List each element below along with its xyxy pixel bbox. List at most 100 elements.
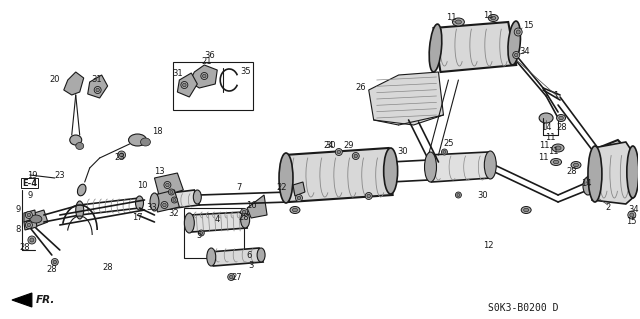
Ellipse shape bbox=[129, 134, 147, 146]
Polygon shape bbox=[284, 148, 392, 202]
Text: S0K3-B0200 D: S0K3-B0200 D bbox=[488, 303, 559, 313]
Ellipse shape bbox=[207, 248, 216, 266]
Polygon shape bbox=[592, 142, 635, 204]
Ellipse shape bbox=[555, 146, 561, 150]
Circle shape bbox=[513, 51, 520, 58]
Ellipse shape bbox=[30, 215, 42, 223]
Ellipse shape bbox=[557, 115, 566, 122]
Circle shape bbox=[26, 211, 33, 219]
Text: 28: 28 bbox=[102, 263, 113, 272]
Text: 29: 29 bbox=[344, 140, 354, 150]
Circle shape bbox=[94, 86, 101, 93]
Text: 11: 11 bbox=[538, 153, 548, 162]
Ellipse shape bbox=[184, 213, 195, 233]
Circle shape bbox=[170, 190, 173, 194]
Text: 34: 34 bbox=[628, 205, 639, 214]
Circle shape bbox=[354, 154, 358, 158]
Text: 30: 30 bbox=[397, 147, 408, 157]
Circle shape bbox=[456, 192, 461, 198]
Text: 15: 15 bbox=[627, 218, 637, 226]
Ellipse shape bbox=[571, 161, 581, 168]
Text: 5: 5 bbox=[196, 231, 202, 240]
Text: 31: 31 bbox=[172, 69, 182, 78]
Circle shape bbox=[630, 213, 634, 217]
Text: 28: 28 bbox=[239, 213, 250, 222]
Ellipse shape bbox=[452, 18, 465, 26]
Polygon shape bbox=[64, 72, 84, 95]
Polygon shape bbox=[154, 190, 199, 210]
Circle shape bbox=[296, 195, 303, 202]
Ellipse shape bbox=[589, 176, 595, 180]
Text: 36: 36 bbox=[204, 50, 214, 60]
Ellipse shape bbox=[429, 24, 442, 72]
Polygon shape bbox=[247, 195, 267, 218]
Circle shape bbox=[201, 72, 208, 79]
Polygon shape bbox=[28, 210, 48, 228]
Polygon shape bbox=[189, 65, 217, 88]
Text: FR.: FR. bbox=[36, 295, 55, 305]
Circle shape bbox=[161, 202, 168, 209]
Text: 30: 30 bbox=[326, 140, 336, 150]
Ellipse shape bbox=[241, 212, 250, 228]
Circle shape bbox=[241, 209, 248, 216]
Text: 17: 17 bbox=[132, 213, 143, 222]
Circle shape bbox=[365, 192, 372, 199]
Text: 19: 19 bbox=[27, 170, 37, 180]
Text: 28: 28 bbox=[20, 243, 30, 253]
Text: 9: 9 bbox=[28, 190, 33, 199]
Ellipse shape bbox=[456, 20, 461, 24]
Text: 11: 11 bbox=[545, 133, 556, 143]
Circle shape bbox=[28, 236, 36, 244]
Text: 14: 14 bbox=[541, 123, 551, 132]
Polygon shape bbox=[596, 140, 633, 200]
Circle shape bbox=[163, 203, 166, 207]
Ellipse shape bbox=[290, 206, 300, 213]
Bar bbox=[173, 62, 253, 110]
Circle shape bbox=[457, 194, 460, 197]
Circle shape bbox=[51, 258, 58, 265]
Text: 7: 7 bbox=[237, 183, 242, 192]
Text: 34: 34 bbox=[519, 48, 529, 56]
Text: 18: 18 bbox=[152, 128, 163, 137]
Text: 6: 6 bbox=[246, 250, 252, 259]
Circle shape bbox=[164, 182, 171, 189]
Ellipse shape bbox=[508, 21, 520, 65]
Circle shape bbox=[297, 196, 301, 200]
Circle shape bbox=[337, 150, 340, 154]
Text: 30: 30 bbox=[477, 190, 488, 199]
Text: 25: 25 bbox=[443, 138, 454, 147]
Ellipse shape bbox=[70, 135, 82, 145]
Ellipse shape bbox=[76, 143, 84, 150]
Text: 33: 33 bbox=[146, 204, 157, 212]
Polygon shape bbox=[24, 210, 36, 222]
Ellipse shape bbox=[383, 148, 397, 194]
Text: 35: 35 bbox=[240, 68, 250, 77]
Text: 23: 23 bbox=[54, 170, 65, 180]
Circle shape bbox=[442, 149, 447, 155]
Ellipse shape bbox=[521, 206, 531, 213]
Polygon shape bbox=[154, 173, 184, 197]
Ellipse shape bbox=[77, 184, 86, 196]
Circle shape bbox=[96, 88, 99, 92]
Text: 27: 27 bbox=[232, 273, 243, 283]
Polygon shape bbox=[177, 73, 197, 97]
Text: 31: 31 bbox=[92, 76, 102, 85]
Text: 10: 10 bbox=[137, 182, 148, 190]
Ellipse shape bbox=[573, 163, 579, 167]
Ellipse shape bbox=[292, 208, 298, 212]
Text: 28: 28 bbox=[47, 265, 57, 275]
Circle shape bbox=[53, 260, 56, 264]
Circle shape bbox=[198, 230, 204, 236]
Ellipse shape bbox=[141, 138, 150, 146]
Circle shape bbox=[516, 30, 520, 34]
Circle shape bbox=[166, 183, 169, 187]
Ellipse shape bbox=[550, 159, 561, 166]
Polygon shape bbox=[369, 72, 444, 125]
Ellipse shape bbox=[279, 153, 293, 203]
Polygon shape bbox=[88, 75, 108, 98]
Circle shape bbox=[182, 83, 186, 87]
Ellipse shape bbox=[583, 177, 593, 195]
Polygon shape bbox=[433, 22, 516, 72]
Circle shape bbox=[367, 194, 371, 198]
Text: 9: 9 bbox=[15, 205, 20, 214]
